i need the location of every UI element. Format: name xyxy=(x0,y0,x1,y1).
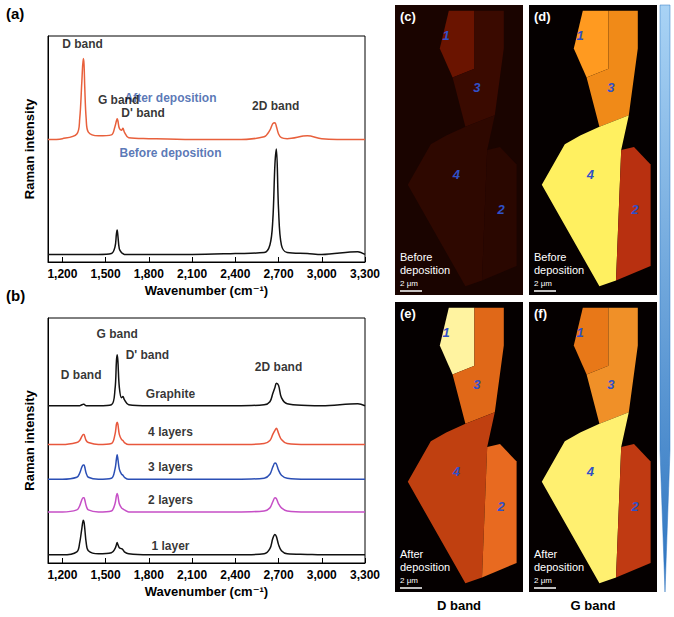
svg-text:3,000: 3,000 xyxy=(307,568,337,582)
svg-text:Raman intensity: Raman intensity xyxy=(22,390,37,491)
svg-text:1: 1 xyxy=(443,325,450,340)
svg-text:2: 2 xyxy=(497,202,506,217)
svg-text:1 layer: 1 layer xyxy=(151,539,189,553)
svg-text:After: After xyxy=(400,548,424,560)
svg-text:1,500: 1,500 xyxy=(91,267,121,281)
svg-text:After: After xyxy=(534,548,558,560)
svg-text:3,300: 3,300 xyxy=(350,568,380,582)
svg-text:4: 4 xyxy=(452,167,461,182)
svg-text:2: 2 xyxy=(497,499,506,514)
svg-text:3: 3 xyxy=(473,377,481,392)
svg-text:3: 3 xyxy=(473,80,481,95)
svg-text:4: 4 xyxy=(586,464,595,479)
svg-text:D band: D band xyxy=(437,598,481,613)
svg-text:2,400: 2,400 xyxy=(220,568,250,582)
svg-text:2,100: 2,100 xyxy=(177,267,207,281)
svg-text:deposition: deposition xyxy=(534,561,584,573)
svg-text:2: 2 xyxy=(631,202,640,217)
svg-text:Raman intensity: Raman intensity xyxy=(22,98,37,199)
svg-text:1: 1 xyxy=(577,325,584,340)
svg-text:3,300: 3,300 xyxy=(350,267,380,281)
svg-text:G band: G band xyxy=(98,93,139,107)
svg-text:D' band: D' band xyxy=(121,106,165,120)
svg-text:D band: D band xyxy=(61,368,102,382)
svg-text:1,500: 1,500 xyxy=(91,568,121,582)
svg-text:After deposition: After deposition xyxy=(124,91,217,106)
svg-text:2: 2 xyxy=(631,499,640,514)
svg-text:1: 1 xyxy=(577,28,584,43)
svg-text:1,200: 1,200 xyxy=(47,568,77,582)
svg-text:deposition: deposition xyxy=(400,561,450,573)
svg-text:2D band: 2D band xyxy=(252,99,299,113)
svg-text:1,800: 1,800 xyxy=(134,267,164,281)
svg-text:1,800: 1,800 xyxy=(134,568,164,582)
svg-text:2 μm: 2 μm xyxy=(534,279,552,288)
svg-text:Before: Before xyxy=(534,251,566,263)
svg-text:Wavenumber (cm⁻¹): Wavenumber (cm⁻¹) xyxy=(145,283,268,298)
svg-text:1,200: 1,200 xyxy=(47,267,77,281)
svg-text:3: 3 xyxy=(607,80,615,95)
svg-text:deposition: deposition xyxy=(400,264,450,276)
svg-text:3 layers: 3 layers xyxy=(148,460,193,474)
svg-text:3,000: 3,000 xyxy=(307,267,337,281)
svg-text:Graphite: Graphite xyxy=(146,387,196,401)
svg-text:deposition: deposition xyxy=(534,264,584,276)
svg-text:2 μm: 2 μm xyxy=(534,576,552,585)
svg-text:1: 1 xyxy=(443,28,450,43)
svg-text:2,100: 2,100 xyxy=(177,568,207,582)
svg-text:Before: Before xyxy=(400,251,432,263)
svg-text:2 layers: 2 layers xyxy=(148,493,193,507)
svg-text:(e): (e) xyxy=(400,306,416,321)
svg-text:G band: G band xyxy=(96,327,137,341)
svg-text:2D band: 2D band xyxy=(255,360,302,374)
svg-text:Wavenumber (cm⁻¹): Wavenumber (cm⁻¹) xyxy=(145,584,268,599)
svg-text:2,400: 2,400 xyxy=(220,267,250,281)
svg-text:(c): (c) xyxy=(400,9,416,24)
svg-text:2,700: 2,700 xyxy=(264,568,294,582)
svg-text:4: 4 xyxy=(452,464,461,479)
svg-text:G band: G band xyxy=(571,598,616,613)
svg-text:4 layers: 4 layers xyxy=(148,425,193,439)
svg-text:2 μm: 2 μm xyxy=(400,576,418,585)
svg-text:(b): (b) xyxy=(6,287,25,304)
svg-text:(d): (d) xyxy=(534,9,551,24)
svg-text:2,700: 2,700 xyxy=(264,267,294,281)
svg-text:4: 4 xyxy=(586,167,595,182)
svg-text:2 μm: 2 μm xyxy=(400,279,418,288)
svg-text:3: 3 xyxy=(607,377,615,392)
svg-text:(a): (a) xyxy=(6,5,24,22)
svg-text:D' band: D' band xyxy=(126,348,170,362)
svg-text:Before deposition: Before deposition xyxy=(119,146,221,160)
svg-text:D band: D band xyxy=(62,37,103,51)
svg-text:(f): (f) xyxy=(534,306,547,321)
